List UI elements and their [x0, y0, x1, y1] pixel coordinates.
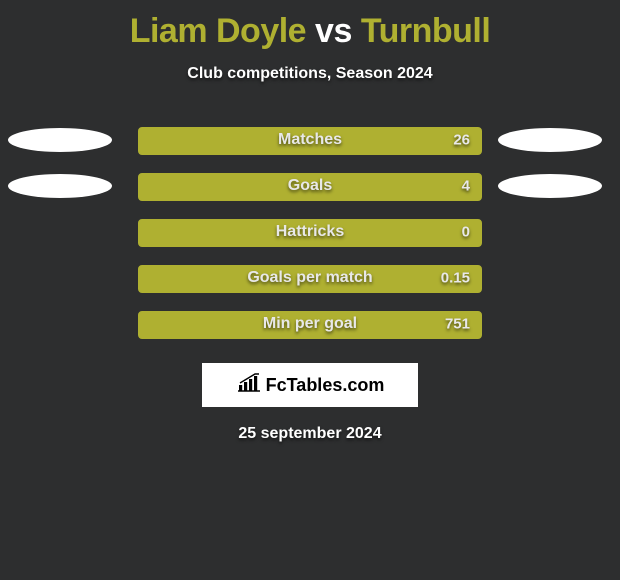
stat-row: Hattricks 0	[0, 217, 620, 247]
bar-track	[138, 127, 482, 155]
bar-track	[138, 265, 482, 293]
bar-track	[138, 219, 482, 247]
bar-fill	[140, 221, 480, 245]
bar-fill	[140, 175, 480, 199]
ellipse-right	[498, 174, 602, 198]
vs-separator: vs	[315, 12, 352, 50]
brand-inner: FcTables.com	[236, 373, 385, 398]
player1-name: Liam Doyle	[130, 12, 306, 50]
ellipse-left	[8, 174, 112, 198]
date-text: 25 september 2024	[0, 425, 620, 443]
ellipse-left	[8, 128, 112, 152]
bar-track	[138, 173, 482, 201]
brand-text: FcTables.com	[266, 375, 385, 396]
comparison-title: Liam Doyle vs Turnbull	[0, 0, 620, 51]
stat-row: Goals per match 0.15	[0, 263, 620, 293]
player2-name: Turnbull	[361, 12, 490, 50]
subtitle: Club competitions, Season 2024	[0, 65, 620, 83]
bar-track	[138, 311, 482, 339]
bar-fill	[140, 129, 480, 153]
bar-fill	[140, 267, 480, 291]
stat-row: Goals 4	[0, 171, 620, 201]
barchart-icon	[236, 373, 262, 398]
ellipse-right	[498, 128, 602, 152]
stat-row: Matches 26	[0, 125, 620, 155]
brand-box[interactable]: FcTables.com	[202, 363, 418, 407]
stat-row: Min per goal 751	[0, 309, 620, 339]
stats-container: Matches 26 Goals 4 Hattricks 0 Goals per…	[0, 125, 620, 339]
bar-fill	[140, 313, 480, 337]
